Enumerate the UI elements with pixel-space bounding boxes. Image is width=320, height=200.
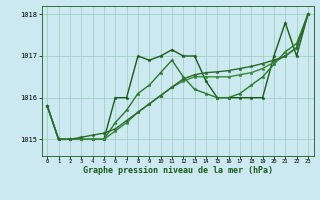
X-axis label: Graphe pression niveau de la mer (hPa): Graphe pression niveau de la mer (hPa)	[83, 166, 273, 175]
